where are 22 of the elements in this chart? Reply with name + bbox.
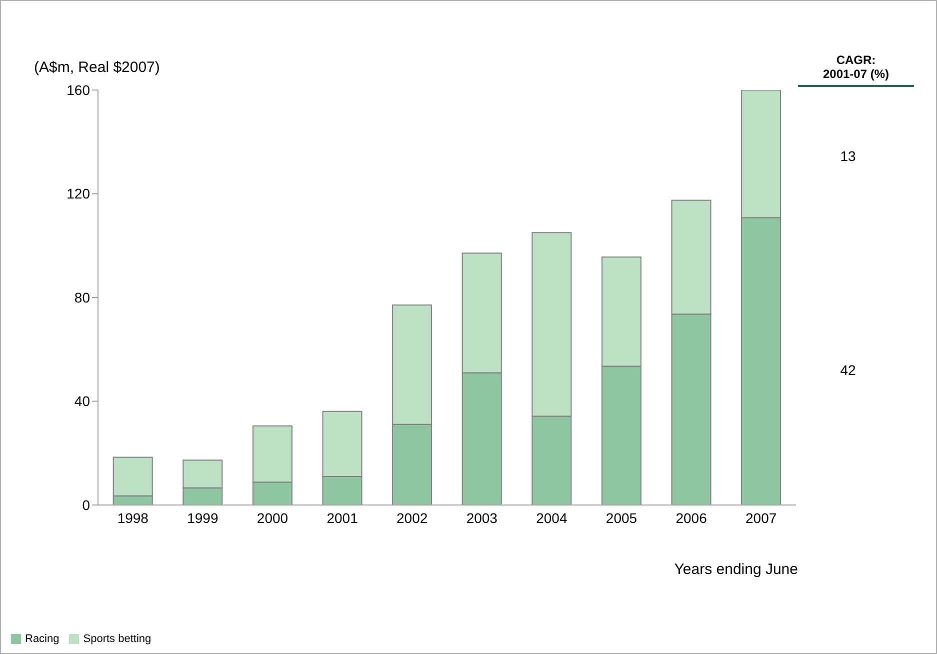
x-tick-label: 2007 [746, 510, 777, 526]
y-tick-label: 160 [66, 82, 90, 98]
text: 42 [839, 362, 857, 378]
y-axis-title: (A$m, Real $2007) [34, 59, 160, 76]
y-tick-label: 40 [74, 393, 90, 410]
legend-label: Racing [25, 633, 60, 645]
x-tick-label: 2002 [396, 510, 428, 526]
y-tick-label: 0 [82, 496, 90, 513]
x-tick-label: 2005 [606, 510, 638, 526]
text: CAGR: 2001-07 (%) [798, 53, 914, 87]
x-tick-label: 1999 [187, 510, 218, 526]
text: 13 [839, 148, 857, 164]
x-tick-label: 2006 [676, 510, 708, 526]
y-tick-label: 80 [74, 289, 90, 306]
legend-label: Sports betting [83, 633, 152, 645]
x-tick-label: 2003 [466, 510, 498, 526]
x-tick-label: 2001 [326, 510, 358, 526]
y-tick-label: 120 [66, 186, 90, 202]
x-axis-title: Years ending June [674, 561, 798, 578]
x-tick-label: 2000 [256, 510, 288, 526]
x-tick-label: 2004 [536, 510, 568, 526]
x-tick-label: 1998 [117, 510, 149, 526]
